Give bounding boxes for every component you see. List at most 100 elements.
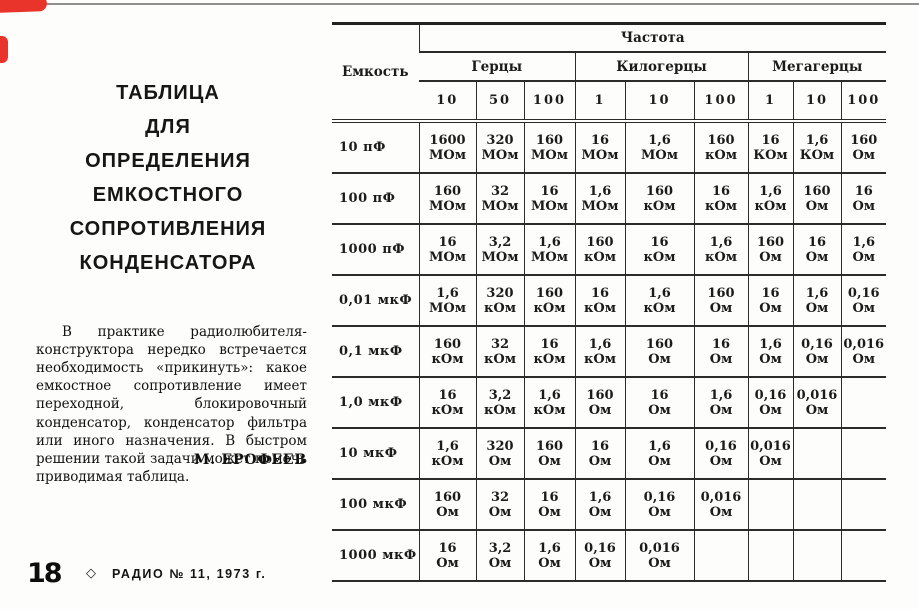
table-row: 100 мкФ 160 Ом 32 Ом 16 Ом 1,6 Ом 0,16 Ом 0,016 Ом — [332, 479, 887, 531]
title-line: ТАБЛИЦА — [116, 82, 220, 104]
value-cell: 160 кОм — [418, 326, 476, 378]
tick-header: 10 — [624, 81, 694, 123]
frequency-header: Частота — [418, 23, 887, 53]
footer-page-number: 18 — [27, 558, 63, 589]
value-cell: 1,6 кОм — [418, 428, 476, 480]
value-cell: 0,16 Ом — [693, 428, 748, 480]
value-cell: 16 Ом — [523, 479, 575, 531]
tick-header: 100 — [693, 81, 748, 123]
group-header-hertz: Герцы — [419, 52, 575, 82]
value-cell: 1,6 Ом — [792, 275, 841, 327]
value-cell: 16 Ом — [792, 224, 841, 276]
value-cell: 0,16 Ом — [747, 377, 793, 429]
value-cell: 1,6 кОм — [574, 326, 625, 378]
diamond-icon: ◇ — [86, 566, 96, 581]
value-cell: 32 МОм — [475, 173, 524, 225]
page-top-rule — [26, 3, 919, 5]
value-cell: 1,6 КОм — [792, 121, 841, 174]
group-header-kilohertz: Килогерцы — [574, 52, 748, 82]
value-cell: 16 Ом — [418, 530, 476, 582]
empty-cell — [840, 479, 887, 531]
value-cell: 16 кОм — [693, 173, 748, 225]
value-cell: 0,016 Ом — [624, 530, 694, 582]
value-cell: 3,2 МОм — [475, 224, 524, 276]
value-cell: 1,6 Ом — [840, 224, 887, 276]
value-cell: 160 Ом — [418, 479, 476, 531]
value-cell: 16 кОм — [418, 377, 476, 429]
table-row: 0,01 мкФ 1,6 МОм 320 кОм 160 кОм 16 кОм 1,6 кОм 160… — [332, 275, 887, 327]
value-cell: 16 КОм — [747, 121, 793, 174]
value-cell: 1,6 Ом — [624, 428, 694, 480]
value-cell: 160 кОм — [624, 173, 694, 225]
capacity-cell: 1,0 мкФ — [332, 377, 419, 429]
value-cell: 160 Ом — [523, 428, 575, 480]
value-cell: 160 МОм — [523, 121, 575, 174]
group-header-megahertz: Мегагерцы — [747, 52, 887, 82]
value-cell: 1,6 кОм — [693, 224, 748, 276]
value-cell: 0,16 Ом — [624, 479, 694, 531]
header-row-unit-groups: Герцы Килогерцы Мегагерцы — [332, 52, 887, 82]
tick-header: 1 — [574, 81, 625, 123]
table-row: 1000 мкФ 16 Ом 3,2 Ом 1,6 Ом 0,16 Ом 0,016 Ом — [332, 530, 887, 582]
table-row: 0,1 мкФ 160 кОм 32 кОм 16 кОм 1,6 кОм 160 Ом 16 Ом 1,… — [332, 326, 887, 378]
capacity-cell: 0,1 мкФ — [332, 326, 419, 378]
value-cell: 160 кОм — [574, 224, 625, 276]
value-cell: 320 МОм — [475, 121, 524, 174]
empty-cell — [792, 530, 841, 582]
empty-cell — [693, 530, 748, 582]
value-cell: 0,16 Ом — [574, 530, 625, 582]
table-row: 10 мкФ 1,6 кОм 320 Ом 160 Ом 16 Ом 1,6 Ом 0,16 Ом 0,0… — [332, 428, 887, 480]
empty-cell — [840, 377, 887, 429]
tick-header: 10 — [419, 81, 476, 123]
value-cell: 16 Ом — [693, 326, 748, 378]
value-cell: 3,2 Ом — [475, 530, 524, 582]
title-line: КОНДЕНСАТОРА — [79, 252, 257, 274]
value-cell: 16 МОм — [523, 173, 575, 225]
value-cell: 160 Ом — [747, 224, 793, 276]
value-cell: 160 кОм — [523, 275, 575, 327]
tick-header: 10 — [792, 81, 841, 123]
capacity-cell: 10 мкФ — [332, 428, 419, 480]
title-line: ЕМКОСТНОГО — [92, 184, 244, 206]
title-line: ДЛЯ — [145, 116, 191, 138]
value-cell: 320 кОм — [475, 275, 524, 327]
title-line: СОПРОТИВЛЕНИЯ — [69, 218, 267, 240]
value-cell: 160 Ом — [574, 377, 625, 429]
value-cell: 16 Ом — [840, 173, 887, 225]
reactance-table: Емкость Частота Герцы Килогерцы Мегагерц… — [332, 22, 887, 582]
tick-header: 100 — [840, 81, 887, 123]
value-cell: 1,6 Ом — [574, 479, 625, 531]
red-ink-mark-corner — [0, 0, 48, 13]
value-cell: 1,6 Ом — [693, 377, 748, 429]
value-cell: 1600 МОм — [418, 121, 476, 174]
tick-header: 1 — [747, 81, 793, 123]
value-cell: 320 Ом — [475, 428, 524, 480]
intro-paragraph: В практике радиолюбителя-конструктора не… — [36, 323, 307, 486]
value-cell: 160 Ом — [693, 275, 748, 327]
value-cell: 0,16 Ом — [792, 326, 841, 378]
value-cell: 0,16 Ом — [840, 275, 887, 327]
value-cell: 1,6 Ом — [747, 326, 793, 378]
value-cell: 16 Ом — [624, 377, 694, 429]
table-row: 100 пФ 160 МОм 32 МОм 16 МОм 1,6 МОм 160 кОм 16 кОм 1… — [332, 173, 887, 225]
value-cell: 160 МОм — [418, 173, 476, 225]
capacity-cell: 10 пФ — [332, 121, 419, 174]
value-cell: 1,6 кОм — [624, 275, 694, 327]
value-cell: 3,2 кОм — [475, 377, 524, 429]
capacity-cell: 0,01 мкФ — [332, 275, 419, 327]
red-ink-mark-edge — [0, 36, 8, 63]
header-row-ticks: 10 50 100 1 10 100 1 10 100 — [332, 81, 887, 123]
value-cell: 16 Ом — [574, 428, 625, 480]
value-cell: 1,6 МОм — [624, 121, 694, 174]
value-cell: 0,016 Ом — [747, 428, 793, 480]
value-cell: 160 Ом — [624, 326, 694, 378]
value-cell: 16 Ом — [747, 275, 793, 327]
empty-cell — [840, 428, 887, 480]
value-cell: 16 кОм — [624, 224, 694, 276]
table-row: 10 пФ 1600 МОм 320 МОм 160 МОм 16 МОм 1,6 МОм 160 кО… — [332, 121, 887, 174]
value-cell: 160 кОм — [693, 121, 748, 174]
value-cell: 1,6 МОм — [523, 224, 575, 276]
value-cell: 160 Ом — [840, 121, 887, 174]
table-row: 1000 пФ 16 МОм 3,2 МОм 1,6 МОм 160 кОм 16 кОм 1,6 кО… — [332, 224, 887, 276]
